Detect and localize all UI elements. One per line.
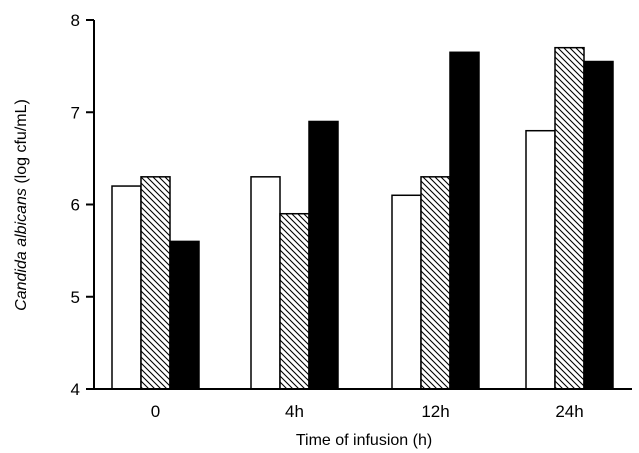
x-axis-title: Time of infusion (h) <box>296 432 432 449</box>
x-tick-label: 12h <box>421 402 449 421</box>
y-axis-title-units: (log cfu/mL) <box>13 99 30 188</box>
bar-black-0 <box>169 240 200 390</box>
bar-black-12h <box>449 51 480 390</box>
bar-hatched-4h <box>279 212 310 390</box>
bar-black-4h <box>308 120 339 390</box>
y-tick-label: 8 <box>71 11 80 30</box>
bar-hatched-12h <box>420 176 451 390</box>
y-tick-label: 7 <box>71 103 80 122</box>
x-tick-label: 4h <box>285 402 304 421</box>
bar-white-0 <box>111 185 142 390</box>
y-tick-label: 5 <box>71 288 80 307</box>
y-axis-title: Candida albicans (log cfu/mL) <box>13 99 30 311</box>
ticks-group: 4 5 6 7 8 0 4h 12h 24h <box>71 11 584 421</box>
bars-group <box>111 46 614 390</box>
bar-white-4h <box>250 176 281 390</box>
y-tick-label: 6 <box>71 196 80 215</box>
x-tick-label: 0 <box>151 402 160 421</box>
y-tick-label: 4 <box>71 380 80 399</box>
bar-hatched-0 <box>140 176 171 390</box>
bar-white-12h <box>391 194 422 390</box>
bar-white-24h <box>525 129 556 390</box>
bar-hatched-24h <box>554 46 585 390</box>
bar-black-24h <box>583 60 614 390</box>
y-axis-title-italic: Candida albicans <box>13 188 30 311</box>
x-tick-label: 24h <box>555 402 583 421</box>
